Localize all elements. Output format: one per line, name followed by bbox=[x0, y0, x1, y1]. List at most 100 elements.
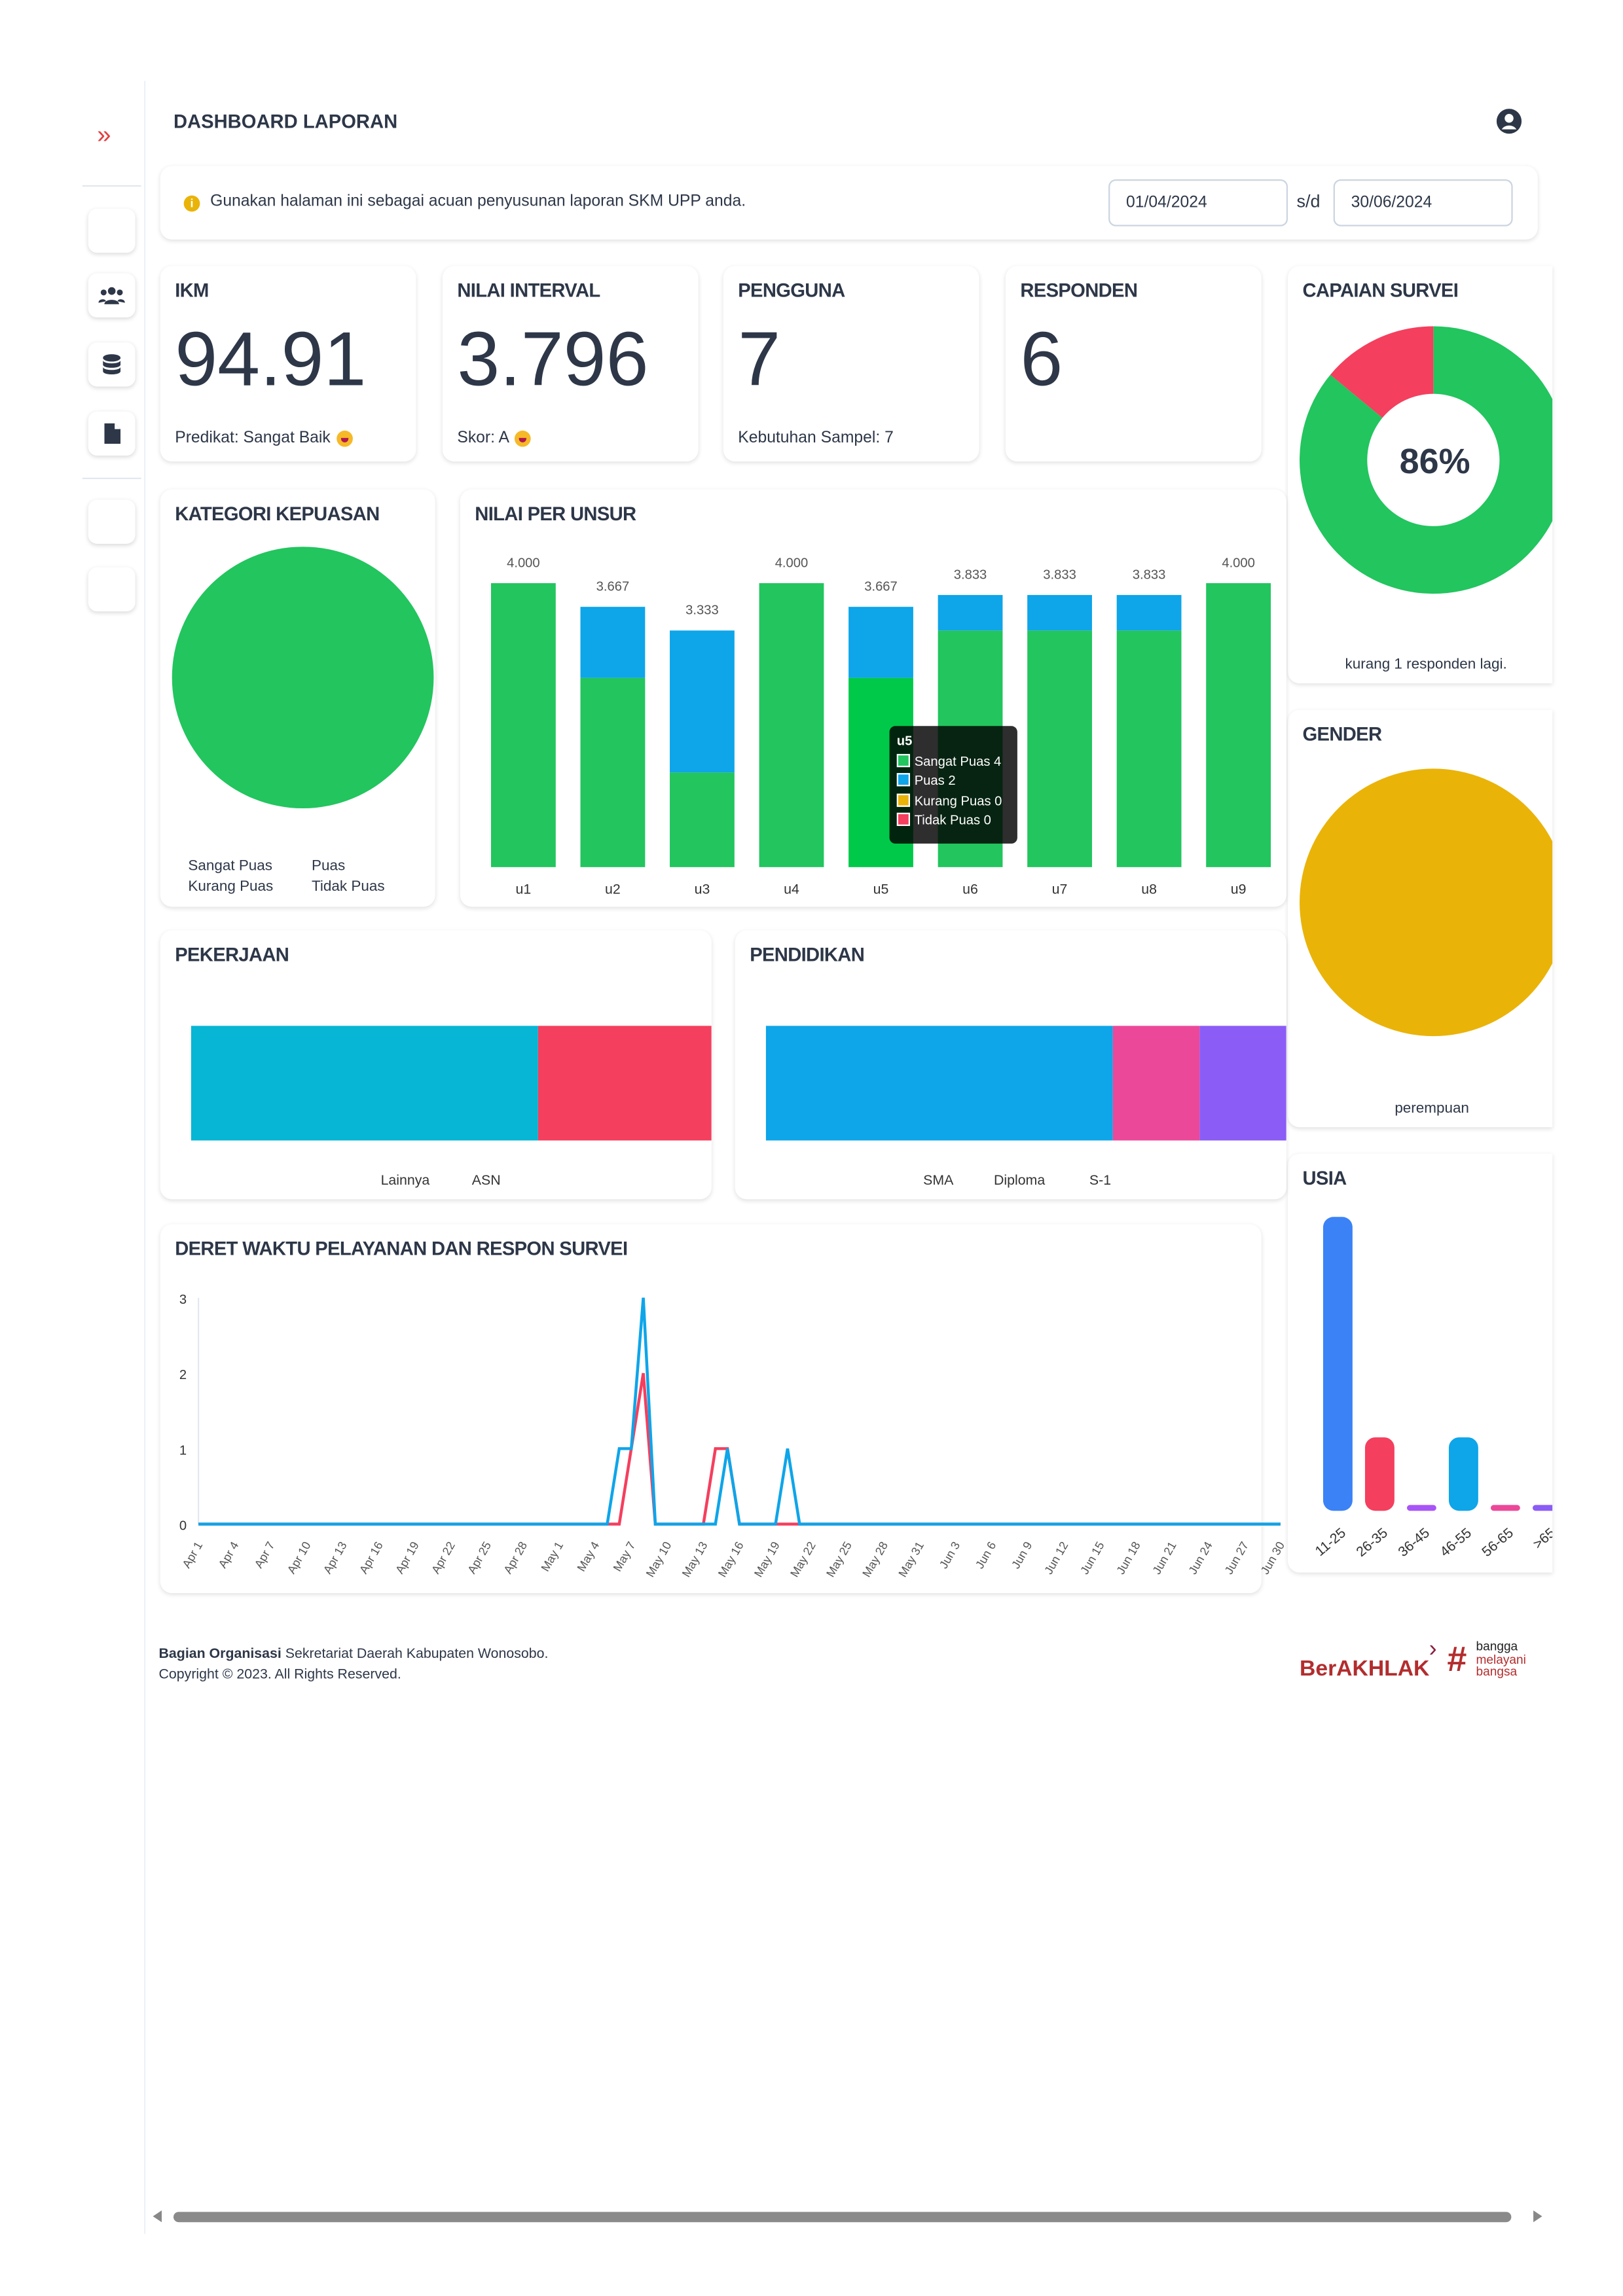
berakhlak-logo: BerAKHLAK › # bangga melayani bangsa bbox=[1300, 1637, 1526, 1681]
bar-segment bbox=[670, 630, 735, 773]
sidebar-separator bbox=[82, 477, 141, 480]
usia-chart: 11-25 26-35 36-45 46-55 56-65 >65 bbox=[1312, 1217, 1553, 1560]
stat-title: NILAI INTERVAL bbox=[457, 279, 600, 302]
y-tick-label: 1 bbox=[179, 1443, 187, 1458]
card-title: PENDIDIKAN bbox=[750, 943, 865, 966]
users-icon bbox=[98, 287, 125, 304]
legend-item: ASN bbox=[472, 1172, 501, 1188]
legend-item[interactable]: Kurang Puas bbox=[188, 878, 274, 895]
scroll-right-arrow-icon[interactable] bbox=[1533, 2210, 1542, 2223]
x-tick-label: May 7 bbox=[611, 1539, 638, 1573]
bar-segment bbox=[1027, 595, 1092, 631]
x-tick-label: May 4 bbox=[575, 1539, 602, 1573]
stat-value: 3.796 bbox=[457, 317, 649, 403]
x-tick-label: Apr 19 bbox=[393, 1539, 422, 1576]
bar-value-label: 4.000 bbox=[775, 556, 809, 570]
legend-item[interactable]: Puas bbox=[312, 858, 346, 875]
pekerjaan-chart: Lainnya ASN bbox=[191, 1026, 712, 1188]
expand-sidebar-icon[interactable]: » bbox=[97, 120, 111, 149]
tooltip-item-text: Puas 2 bbox=[914, 773, 956, 788]
sidebar-item-home[interactable] bbox=[88, 208, 136, 253]
x-tick-label: Jun 24 bbox=[1186, 1539, 1215, 1577]
nilai-per-unsur-card: NILAI PER UNSUR 4.000 u1 3.667 u2 3.333 u3 4.0… bbox=[460, 489, 1286, 907]
bar-value-label: 3.833 bbox=[954, 567, 987, 582]
legend-swatch bbox=[896, 793, 910, 806]
x-tick-label: Apr 25 bbox=[465, 1539, 494, 1576]
sidebar-item-database[interactable] bbox=[88, 342, 136, 387]
bar-value-label: 3.667 bbox=[864, 579, 898, 594]
x-tick-label: May 28 bbox=[860, 1539, 890, 1579]
x-tick-label: 36-45 bbox=[1395, 1525, 1432, 1560]
x-tick-label: Jun 21 bbox=[1150, 1539, 1178, 1577]
gender-legend-item: perempuan bbox=[1395, 1100, 1469, 1117]
date-from-input[interactable]: 01/04/2024 bbox=[1108, 179, 1288, 226]
tooltip-title: u5 bbox=[896, 733, 913, 748]
x-tick-label: u2 bbox=[605, 881, 621, 897]
user-account-icon[interactable] bbox=[1496, 109, 1522, 134]
bar-value-label: 3.833 bbox=[1043, 567, 1076, 582]
series-line-respon bbox=[198, 1372, 1281, 1526]
legend-item: Diploma bbox=[994, 1172, 1045, 1188]
x-tick-label: 46-55 bbox=[1437, 1525, 1474, 1560]
deret-waktu-card: DERET WAKTU PELAYANAN DAN RESPON SURVEI … bbox=[160, 1224, 1287, 1594]
stat-value: 6 bbox=[1020, 317, 1063, 403]
bar-segment bbox=[765, 1026, 1113, 1141]
x-tick-label: May 10 bbox=[644, 1539, 674, 1579]
date-to-input[interactable]: 30/06/2024 bbox=[1333, 179, 1513, 226]
kategori-pie-slice bbox=[172, 547, 434, 809]
sidebar-item-users[interactable] bbox=[88, 273, 136, 318]
bar-segment bbox=[848, 607, 913, 678]
tooltip-item-text: Kurang Puas 0 bbox=[914, 793, 1002, 808]
x-tick-label: Apr 10 bbox=[285, 1539, 314, 1576]
nilai-per-unsur-chart: 4.000 u1 3.667 u2 3.333 u3 4.000 u4 3.667 u5 3.833… bbox=[490, 556, 1271, 897]
sidebar-divider bbox=[144, 81, 146, 2234]
card-title: GENDER bbox=[1302, 723, 1383, 745]
grin-emoji-icon bbox=[515, 429, 532, 446]
x-tick-label: 56-65 bbox=[1479, 1525, 1516, 1560]
stat-sub: Predikat: Sangat Baik bbox=[175, 429, 331, 447]
sidebar-item-report[interactable] bbox=[88, 411, 136, 456]
x-tick-label: u9 bbox=[1231, 881, 1247, 897]
bar-segment bbox=[490, 583, 556, 867]
y-tick-label: 3 bbox=[179, 1293, 187, 1307]
kategori-kepuasan-card: KATEGORI KEPUASAN Sangat Puas Puas Kuran… bbox=[160, 489, 435, 907]
scroll-left-arrow-icon[interactable] bbox=[153, 2210, 162, 2223]
footer-org-rest: Sekretariat Daerah Kabupaten Wonosobo. bbox=[285, 1645, 549, 1662]
x-tick-label: >65 bbox=[1530, 1525, 1552, 1552]
gender-pie-slice bbox=[1300, 768, 1553, 1037]
tooltip-item-text: Tidak Puas 0 bbox=[914, 812, 991, 828]
x-tick-label: Jun 15 bbox=[1078, 1539, 1106, 1577]
x-tick-label: Jun 3 bbox=[937, 1539, 962, 1571]
card-title: PEKERJAAN bbox=[175, 943, 289, 966]
x-tick-label: 11-25 bbox=[1312, 1525, 1349, 1559]
x-tick-label: u5 bbox=[873, 881, 889, 897]
x-tick-label: u4 bbox=[784, 881, 799, 897]
sidebar-item-blank[interactable] bbox=[88, 567, 136, 612]
bar-segment bbox=[580, 607, 646, 678]
stat-sub: Skor: A bbox=[457, 429, 509, 447]
database-icon bbox=[103, 354, 121, 375]
tooltip-item-text: Sangat Puas 4 bbox=[914, 753, 1002, 768]
x-tick-label: Apr 13 bbox=[321, 1539, 350, 1576]
scrollbar-thumb[interactable] bbox=[173, 2212, 1512, 2223]
legend-item: SMA bbox=[923, 1172, 954, 1188]
x-tick-label: Apr 28 bbox=[501, 1539, 530, 1576]
sidebar-item-blank[interactable] bbox=[88, 499, 136, 544]
y-tick-label: 2 bbox=[179, 1368, 187, 1382]
footer-text: Bagian Organisasi Sekretariat Daerah Kab… bbox=[159, 1645, 549, 1686]
bar-segment bbox=[670, 772, 735, 867]
grin-emoji-icon bbox=[336, 429, 353, 446]
stat-card-pengguna: PENGGUNA 7 Kebutuhan Sampel: 7 bbox=[723, 266, 979, 462]
pekerjaan-card: PEKERJAAN Lainnya ASN bbox=[160, 930, 712, 1200]
bar-segment bbox=[1206, 583, 1271, 867]
stat-card-ikm: IKM 94.91 Predikat: Sangat Baik bbox=[160, 266, 416, 462]
horizontal-scrollbar[interactable] bbox=[147, 2204, 1553, 2228]
legend-item[interactable]: Sangat Puas bbox=[188, 858, 273, 875]
legend-item[interactable]: Tidak Puas bbox=[312, 878, 385, 895]
bar-segment bbox=[191, 1026, 538, 1141]
footer-copyright: Copyright © 2023. All Rights Reserved. bbox=[158, 1666, 401, 1683]
bar-value-label: 4.000 bbox=[507, 556, 540, 570]
usia-bar bbox=[1364, 1437, 1395, 1511]
x-tick-label: u1 bbox=[516, 881, 532, 897]
pendidikan-card: PENDIDIKAN SMA Diploma S-1 bbox=[735, 930, 1286, 1200]
